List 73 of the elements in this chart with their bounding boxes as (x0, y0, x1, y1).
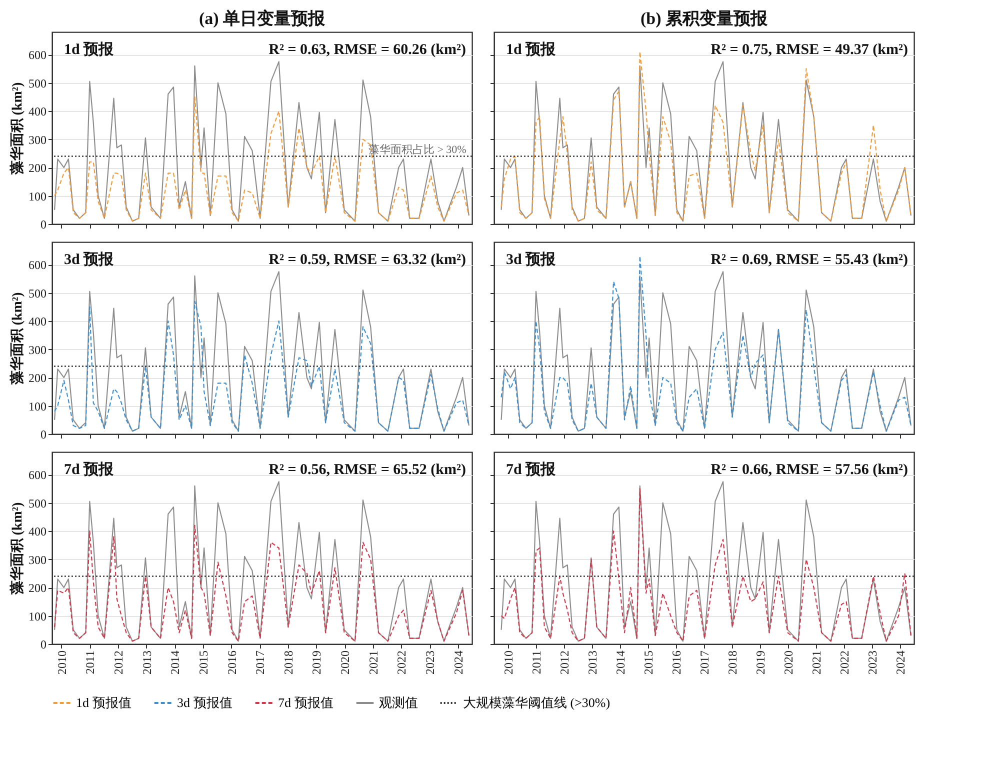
y-tick-label: 500 (28, 76, 46, 90)
chart-title: (a) 单日变量预报 (198, 9, 326, 28)
annotation: 3d 预报 (64, 251, 115, 268)
legend-label: 观测值 (379, 695, 418, 710)
y-tick-label: 500 (28, 496, 46, 510)
legend-label: 3d 预报值 (177, 695, 232, 710)
y-tick-label: 200 (28, 371, 46, 386)
x-tick-label: 2019 (754, 650, 768, 674)
annotation: R² = 0.63, RMSE = 60.26 (km²) (268, 42, 466, 58)
y-tick-label: 300 (28, 132, 46, 147)
x-tick-label: 2018 (281, 650, 296, 674)
legend-label: 1d 预报值 (76, 695, 132, 710)
y-tick-label: 400 (28, 314, 46, 329)
annotation: R² = 0.75, RMSE = 49.37 (km²) (710, 42, 908, 58)
x-tick-label: 2010 (502, 650, 516, 674)
annotation: R² = 0.66, RMSE = 57.56 (km²) (710, 462, 908, 478)
x-tick-label: 2021 (366, 650, 380, 674)
annotation: 7d 预报 (64, 461, 115, 478)
annotation: 1d 预报 (506, 41, 557, 58)
y-tick-label: 600 (28, 468, 46, 482)
x-tick-label: 2024 (894, 650, 908, 674)
y-tick-label: 600 (28, 48, 46, 62)
x-tick-label: 2017 (698, 650, 712, 674)
y-tick-label: 500 (28, 286, 46, 300)
y-tick-label: 400 (28, 524, 46, 539)
x-tick-label: 2023 (423, 650, 438, 674)
x-tick-label: 2014 (168, 650, 182, 674)
x-tick-label: 2018 (726, 650, 740, 674)
legend-label: 大规模藻华阈值线 (>30%) (463, 695, 610, 710)
y-tick-label: 400 (28, 104, 46, 119)
y-tick-label: 100 (28, 189, 46, 204)
x-tick-label: 2011 (83, 650, 98, 674)
x-tick-label: 2017 (253, 650, 268, 674)
x-tick-label: 2022 (394, 650, 409, 674)
x-tick-label: 2019 (310, 650, 324, 674)
y-tick-label: 0 (40, 638, 46, 652)
x-tick-label: 2013 (140, 650, 154, 674)
x-tick-label: 2023 (866, 650, 880, 674)
annotation: 7d 预报 (506, 461, 557, 478)
y-tick-label: 300 (28, 552, 46, 567)
y-tick-label: 200 (28, 161, 46, 176)
x-tick-label: 2024 (451, 650, 466, 674)
x-tick-label: 2020 (782, 650, 796, 674)
x-tick-label: 2015 (642, 650, 656, 674)
x-tick-label: 2010 (54, 650, 69, 674)
x-tick-label: 2020 (338, 650, 352, 674)
y-tick-label: 100 (28, 609, 46, 624)
y-tick-label: 100 (28, 399, 46, 414)
annotation: R² = 0.59, RMSE = 63.32 (km²) (268, 252, 466, 268)
y-tick-label: 200 (28, 581, 46, 596)
x-tick-label: 2012 (558, 650, 572, 674)
x-tick-label: 2014 (614, 650, 628, 674)
x-tick-label: 2022 (838, 650, 852, 674)
x-tick-label: 2016 (670, 650, 684, 674)
chart-title: (b) 累积变量预报 (640, 9, 769, 28)
annotation: R² = 0.69, RMSE = 55.43 (km²) (710, 252, 908, 268)
x-tick-label: 2013 (586, 650, 600, 674)
y-axis-title: 藻华面积 (km²) (10, 82, 26, 176)
y-tick-label: 0 (40, 218, 46, 232)
y-tick-label: 600 (28, 258, 46, 272)
x-tick-label: 2015 (196, 650, 210, 674)
annotation: R² = 0.56, RMSE = 65.52 (km²) (268, 462, 466, 478)
legend-label: 7d 预报值 (278, 695, 334, 710)
annotation: 3d 预报 (506, 251, 557, 268)
x-tick-label: 2021 (810, 650, 824, 674)
x-tick-label: 2011 (530, 650, 544, 674)
x-tick-label: 2012 (111, 650, 126, 674)
y-axis-title: 藻华面积 (km²) (10, 502, 26, 596)
y-tick-label: 0 (40, 428, 46, 442)
x-tick-label: 2016 (224, 650, 239, 674)
y-axis-title: 藻华面积 (km²) (10, 292, 26, 386)
annotation: 1d 预报 (64, 41, 115, 58)
y-tick-label: 300 (28, 342, 46, 357)
